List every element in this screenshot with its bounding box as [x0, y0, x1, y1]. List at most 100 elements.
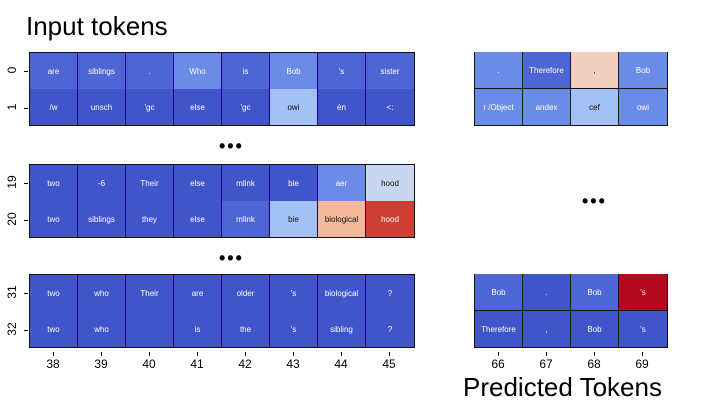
col-label-38: 38 [46, 357, 60, 371]
heatmap-cell: , [571, 52, 619, 88]
heatmap-cell: cef [571, 89, 619, 125]
heatmap-cell: Their [126, 165, 174, 201]
heatmap-cell: siblings [78, 53, 126, 89]
col-label-40: 40 [142, 357, 156, 371]
right-heatmap-row-31: Bob. Bob's [474, 274, 668, 311]
heatmap-cell: 's [270, 275, 318, 311]
row-label-19: 19 [5, 174, 19, 189]
heatmap-cell: mlink [222, 165, 270, 201]
heatmap-cell: ? [366, 311, 414, 347]
heatmap-cell: hood [366, 201, 414, 237]
title-input-tokens: Input tokens [26, 11, 168, 41]
col-label-41: 41 [190, 357, 204, 371]
left-heatmap-row-31: two who Their are older's biological? [29, 274, 415, 312]
left-heatmap-row-20: two siblings they else mlink bie biological hoo… [29, 201, 415, 238]
heatmap-cell: Bob [619, 52, 667, 88]
row-label-1: 1 [5, 103, 19, 110]
row-tick [24, 182, 28, 184]
row-tick [24, 107, 28, 109]
col-tick [341, 352, 342, 356]
col-tick [149, 352, 150, 356]
right-heatmap-row-0: . Therefore, Bob [474, 52, 668, 89]
col-tick [245, 352, 246, 356]
col-label-67: 67 [539, 357, 553, 371]
heatmap-cell: Bob [571, 311, 619, 347]
left-heatmap-row-0: are siblings. Who is Bob's sister [29, 52, 415, 90]
heatmap-cell: two [30, 275, 78, 311]
heatmap-cell: the [222, 311, 270, 347]
heatmap-cell: 's [318, 53, 366, 89]
right-heatmap-row-1: r /Object andex cef owi [474, 89, 668, 126]
row-label-0: 0 [5, 66, 19, 73]
row-tick [24, 70, 28, 72]
col-tick [197, 352, 198, 356]
heatmap-cell: , [523, 311, 571, 347]
row-tick [24, 292, 28, 294]
heatmap-cell: bie [270, 201, 318, 237]
heatmap-cell: Bob [270, 53, 318, 89]
heatmap-cell: are [174, 275, 222, 311]
heatmap-cell: 's [270, 311, 318, 347]
row-label-32: 32 [5, 321, 19, 336]
heatmap-cell: aer [318, 165, 366, 201]
heatmap-cell: Bob [475, 274, 523, 310]
ellipsis-2: ••• [582, 191, 607, 211]
heatmap-cell: én [318, 89, 366, 125]
heatmap-cell: . [126, 53, 174, 89]
heatmap-cell: Therefore [523, 52, 571, 88]
heatmap-cell: unsch [78, 89, 126, 125]
heatmap-cell: is [174, 311, 222, 347]
heatmap-cell: bie [270, 165, 318, 201]
heatmap-cell: /w [30, 89, 78, 125]
heatmap-cell: they [126, 201, 174, 237]
heatmap-cell: else [174, 165, 222, 201]
col-tick [642, 352, 643, 356]
heatmap-cell: ? [366, 275, 414, 311]
heatmap-cell: . [523, 274, 571, 310]
left-heatmap-row-1: /w unsch'gc else'gc owi én <: [29, 89, 415, 126]
heatmap-cell: -6 [78, 165, 126, 201]
col-tick [389, 352, 390, 356]
col-tick [53, 352, 54, 356]
ellipsis-1: ••• [219, 248, 244, 268]
heatmap-cell: . [475, 52, 523, 88]
col-label-44: 44 [334, 357, 348, 371]
col-tick [293, 352, 294, 356]
heatmap-cell: who [78, 275, 126, 311]
heatmap-cell: Who [174, 53, 222, 89]
heatmap-cell: owi [619, 89, 667, 125]
heatmap-cell: who [78, 311, 126, 347]
heatmap-cell: sibling [318, 311, 366, 347]
heatmap-cell: else [174, 201, 222, 237]
heatmap-cell: andex [523, 89, 571, 125]
heatmap-cell: 'gc [126, 89, 174, 125]
heatmap-cell: two [30, 311, 78, 347]
heatmap-cell: Their [126, 275, 174, 311]
heatmap-cell: 'gc [222, 89, 270, 125]
heatmap-cell: older [222, 275, 270, 311]
right-heatmap-row-32: Therefore, Bob's [474, 311, 668, 348]
heatmap-cell: is [222, 53, 270, 89]
heatmap-cell: siblings [78, 201, 126, 237]
col-tick [546, 352, 547, 356]
ellipsis-0: ••• [219, 136, 244, 156]
row-tick [24, 219, 28, 221]
heatmap-cell: biological [318, 201, 366, 237]
row-tick [24, 329, 28, 331]
heatmap-cell: r /Object [475, 89, 523, 125]
title-predicted-tokens: Predicted Tokens [463, 372, 662, 402]
heatmap-cell: sister [366, 53, 414, 89]
col-label-43: 43 [286, 357, 300, 371]
col-label-42: 42 [238, 357, 252, 371]
left-heatmap-row-19: two -6 Their else mlink bie aer hood [29, 164, 415, 202]
col-tick [498, 352, 499, 356]
heatmap-cell: Bob [571, 274, 619, 310]
heatmap-cell: else [174, 89, 222, 125]
row-label-20: 20 [5, 211, 19, 226]
col-label-69: 69 [635, 357, 649, 371]
heatmap-cell: Therefore [475, 311, 523, 347]
col-tick [594, 352, 595, 356]
heatmap-cell [126, 311, 174, 347]
row-label-31: 31 [5, 284, 19, 299]
heatmap-cell: mlink [222, 201, 270, 237]
